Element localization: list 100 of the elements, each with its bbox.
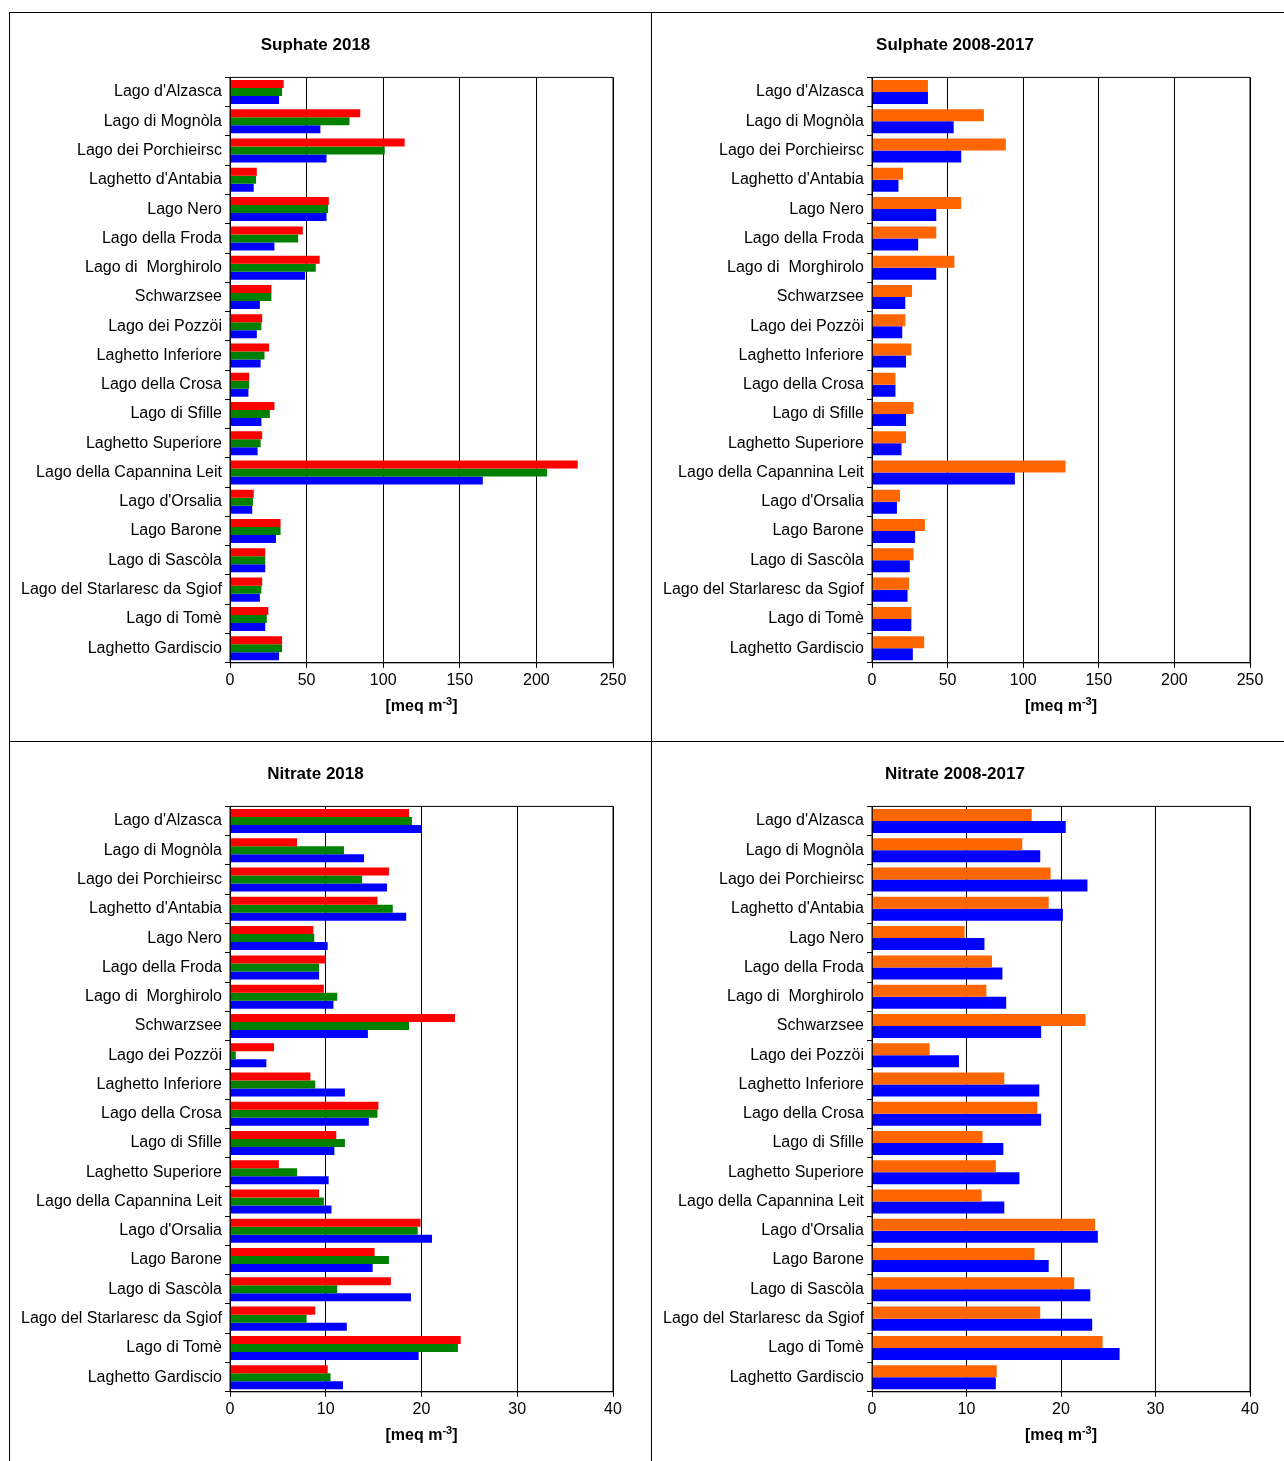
bar: [230, 359, 261, 368]
y-tick-label: Schwarzsee: [776, 1016, 865, 1034]
bar: [230, 644, 283, 653]
bar: [872, 1201, 1005, 1214]
bar: [230, 1343, 458, 1352]
bar: [230, 343, 270, 352]
bar: [872, 1113, 1042, 1126]
y-tick-label: Lago di Tomè: [126, 609, 223, 627]
y-tick-label: Lago della Capannina Leit: [678, 462, 865, 480]
y-tick-label: Laghetto Inferiore: [738, 1074, 865, 1092]
bar: [230, 418, 262, 427]
bar: [230, 468, 548, 477]
bar: [230, 971, 320, 980]
bar: [230, 548, 266, 557]
bar: [230, 263, 316, 272]
y-tick-label: Lago d'Alzasca: [756, 82, 865, 100]
bar: [230, 535, 276, 544]
bar: [230, 652, 280, 661]
chart-title: Suphate 2018: [260, 34, 371, 54]
y-tick-label: Lago d'Alzasca: [114, 82, 223, 100]
bar: [872, 150, 962, 163]
x-tick-label: 20: [412, 1399, 431, 1417]
bar: [230, 476, 483, 485]
bar: [872, 1172, 1020, 1185]
bar: [230, 963, 320, 972]
bar: [872, 109, 984, 122]
y-tick-label: Lago Barone: [130, 521, 223, 539]
bar: [872, 1131, 983, 1144]
bar: [230, 1226, 418, 1235]
y-tick-label: Laghetto d'Antabia: [731, 170, 865, 188]
x-tick-label: 100: [1009, 670, 1037, 688]
bar: [872, 967, 1003, 980]
y-tick-label: Lago dei Pozzöi: [108, 1045, 223, 1063]
bar: [230, 1351, 419, 1360]
bar: [230, 984, 324, 993]
bar: [872, 1084, 1040, 1097]
bar: [872, 1101, 1038, 1114]
bar: [872, 1377, 996, 1390]
y-tick-label: Lago d'Orsalia: [761, 492, 865, 510]
bar: [230, 322, 262, 331]
bar: [872, 489, 900, 502]
bar: [230, 1109, 378, 1118]
bar: [230, 175, 257, 184]
bar: [872, 1289, 1091, 1302]
bar: [230, 875, 363, 884]
bar: [230, 942, 328, 951]
bar: [230, 402, 275, 411]
x-tick-label: 30: [1146, 1399, 1165, 1417]
x-tick-label: 30: [508, 1399, 527, 1417]
bar: [230, 1306, 316, 1315]
bar: [230, 96, 280, 105]
y-tick-label: Lago dei Pozzöi: [108, 316, 223, 334]
bar: [872, 314, 906, 327]
bar: [872, 618, 912, 631]
x-tick-label: 100: [369, 670, 397, 688]
bar: [872, 267, 937, 280]
bar: [230, 992, 338, 1001]
bar: [230, 585, 262, 594]
y-tick-label: Lago d'Alzasca: [114, 811, 223, 829]
bar: [872, 896, 1049, 909]
chart-title: Sulphate 2008-2017: [876, 34, 1034, 54]
bar: [230, 1335, 461, 1344]
bar: [230, 926, 314, 935]
bar: [230, 854, 365, 863]
bar: [230, 519, 281, 528]
bar: [230, 1101, 379, 1110]
y-tick-label: Lago della Froda: [743, 228, 865, 246]
bar: [872, 1160, 996, 1173]
y-tick-label: Lago della Crosa: [743, 375, 865, 393]
y-tick-label: Lago d'Orsalia: [119, 492, 223, 510]
bar: [230, 1264, 373, 1273]
y-tick-label: Lago di Tomè: [768, 1338, 865, 1356]
bar: [230, 883, 388, 892]
bar: [230, 1205, 332, 1214]
x-tick-label: 40: [1241, 1399, 1259, 1417]
y-tick-label: Lago Nero: [147, 928, 223, 946]
y-tick-label: Laghetto d'Antabia: [89, 899, 223, 917]
bar: [872, 589, 908, 602]
y-tick-label: Lago d'Orsalia: [119, 1221, 223, 1239]
bar: [872, 1318, 1093, 1331]
y-tick-label: Lago di Tomè: [768, 609, 865, 627]
bar: [230, 1176, 329, 1185]
y-tick-label: Lago di Sascòla: [108, 1279, 223, 1297]
bar: [230, 809, 410, 818]
bar: [872, 1218, 1096, 1231]
bar: [872, 1248, 1035, 1261]
bar: [230, 1168, 298, 1177]
bar: [872, 92, 928, 105]
y-tick-label: Lago di Tomè: [126, 1338, 223, 1356]
bar: [872, 850, 1041, 863]
y-tick-label: Lago dei Pozzöi: [750, 316, 865, 334]
y-tick-label: Laghetto Superiore: [727, 1162, 865, 1180]
bar: [872, 938, 985, 951]
bar: [230, 117, 350, 126]
chart-title: Nitrate 2018: [267, 763, 364, 783]
y-tick-label: Lago della Capannina Leit: [36, 462, 223, 480]
bar: [230, 205, 329, 214]
y-tick-label: Lago dei Porchieirsc: [719, 140, 865, 158]
bar: [230, 593, 260, 602]
bar: [872, 821, 1066, 834]
